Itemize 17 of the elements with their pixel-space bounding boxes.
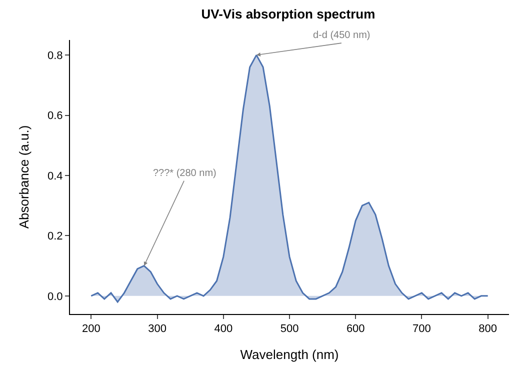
y-tick-label: 0.2 [48, 230, 63, 243]
y-tick-label: 0.0 [48, 290, 63, 303]
y-axis-title: Absorbance (a.u.) [16, 125, 32, 229]
x-tick-label: 500 [280, 323, 299, 336]
annotation: ???* (280 nm) [153, 168, 216, 179]
y-tick-label: 0.6 [48, 110, 63, 122]
y-tick-label: 0.8 [48, 50, 63, 62]
x-tick-label: 700 [412, 323, 431, 336]
x-tick-label: 400 [214, 323, 233, 336]
x-tick-label: 800 [478, 323, 498, 336]
y-tick-label: 0.4 [48, 170, 63, 182]
annotation: d-d (450 nm) [313, 30, 370, 41]
x-tick-label: 200 [82, 323, 100, 336]
chart-title: UV-Vis absorption spectrum [201, 6, 376, 22]
x-tick-label: 300 [148, 323, 166, 336]
x-tick-label: 600 [346, 323, 365, 336]
x-axis-title: Wavelength (nm) [240, 346, 339, 362]
